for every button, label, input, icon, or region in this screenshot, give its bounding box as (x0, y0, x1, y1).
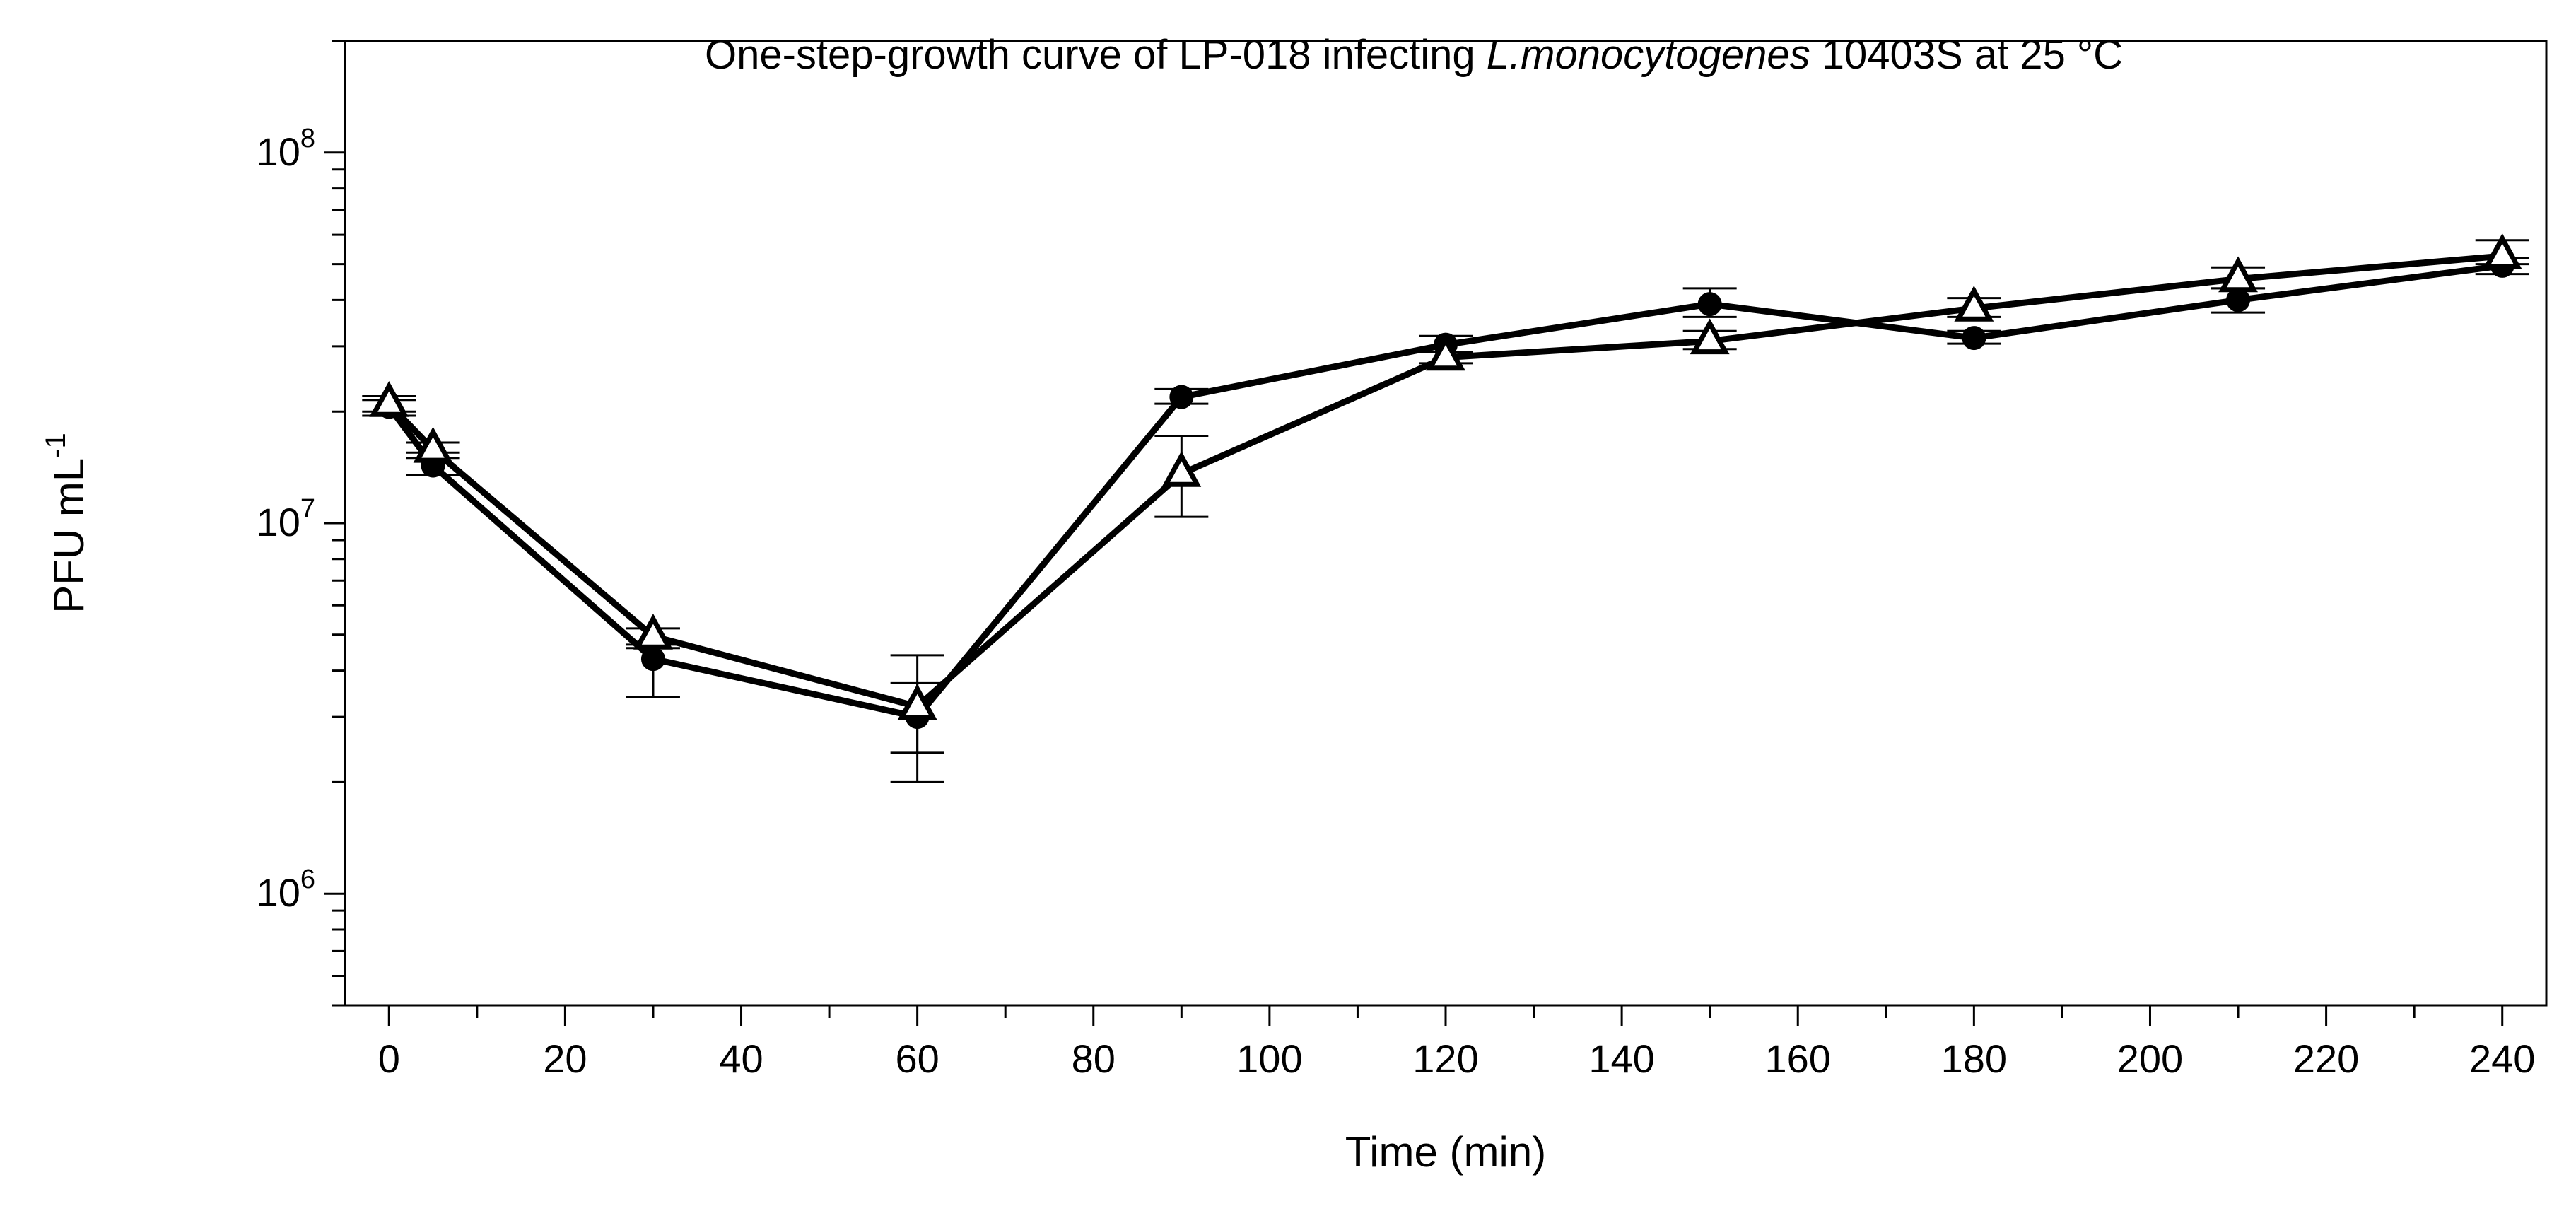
y-tick-label: 108 (257, 124, 315, 174)
y-axis-label-sup: -1 (40, 433, 71, 458)
data-point-circle (2226, 288, 2251, 312)
x-tick-label: 0 (378, 1036, 400, 1081)
title-suffix: 10403S at 25 °C (1810, 32, 2123, 78)
y-tick-exponent: 6 (300, 865, 315, 894)
x-tick-label: 20 (543, 1036, 587, 1081)
y-tick-base: 10 (257, 870, 300, 915)
series-line (387, 252, 2503, 710)
data-point-triangle (1690, 318, 1730, 355)
title-prefix: One-step-growth curve of LP-018 infectin… (705, 32, 1487, 78)
series-open-triangle (362, 233, 2529, 754)
y-tick-base: 10 (257, 129, 300, 174)
y-axis-label: PFU mL-1 (40, 433, 93, 614)
title-italic: L.monocytogenes (1487, 32, 1810, 78)
x-tick-label: 240 (2469, 1036, 2535, 1081)
chart-title: One-step-growth curve of LP-018 infectin… (705, 32, 2123, 78)
x-tick-label: 220 (2293, 1036, 2359, 1081)
x-axis-label: Time (min) (1345, 1128, 1546, 1176)
data-point-circle (1697, 292, 1722, 317)
axes: 0 20 40 60 80 100 120 140 160 180 200 220 2401061071… (257, 40, 2535, 1081)
data-point-triangle (1161, 450, 1202, 487)
data-point-triangle (1426, 334, 1465, 371)
data-point-circle (1169, 385, 1194, 409)
x-tick-label: 100 (1236, 1036, 1302, 1081)
data-point-triangle (1954, 286, 1994, 322)
data-point-triangle (2218, 256, 2258, 293)
plot-frame (344, 40, 2548, 1007)
data-point-triangle (633, 614, 673, 650)
data-point-triangle (897, 684, 937, 720)
x-tick-label: 160 (1765, 1036, 1831, 1081)
x-tick-label: 200 (2117, 1036, 2183, 1081)
data-point-triangle (413, 426, 453, 463)
data-point-circle (1962, 326, 1986, 351)
data-point-triangle (2482, 233, 2522, 269)
data-marks (362, 233, 2529, 783)
x-tick-label: 120 (1412, 1036, 1478, 1081)
y-tick-label: 107 (257, 494, 315, 544)
x-tick-label: 180 (1941, 1036, 2007, 1081)
data-point-triangle (369, 381, 409, 417)
y-tick-exponent: 8 (300, 124, 315, 153)
series-filled-circle (362, 253, 2529, 783)
y-tick-label: 106 (257, 865, 315, 915)
y-axis-label-text: PFU mL (45, 458, 93, 614)
y-tick-base: 10 (257, 500, 300, 544)
series-line (386, 262, 2503, 720)
x-tick-label: 140 (1588, 1036, 1654, 1081)
y-tick-exponent: 7 (300, 494, 315, 524)
data-point-circle (640, 647, 665, 672)
x-tick-label: 40 (719, 1036, 763, 1081)
x-tick-label: 80 (1072, 1036, 1116, 1081)
x-tick-label: 60 (895, 1036, 939, 1081)
